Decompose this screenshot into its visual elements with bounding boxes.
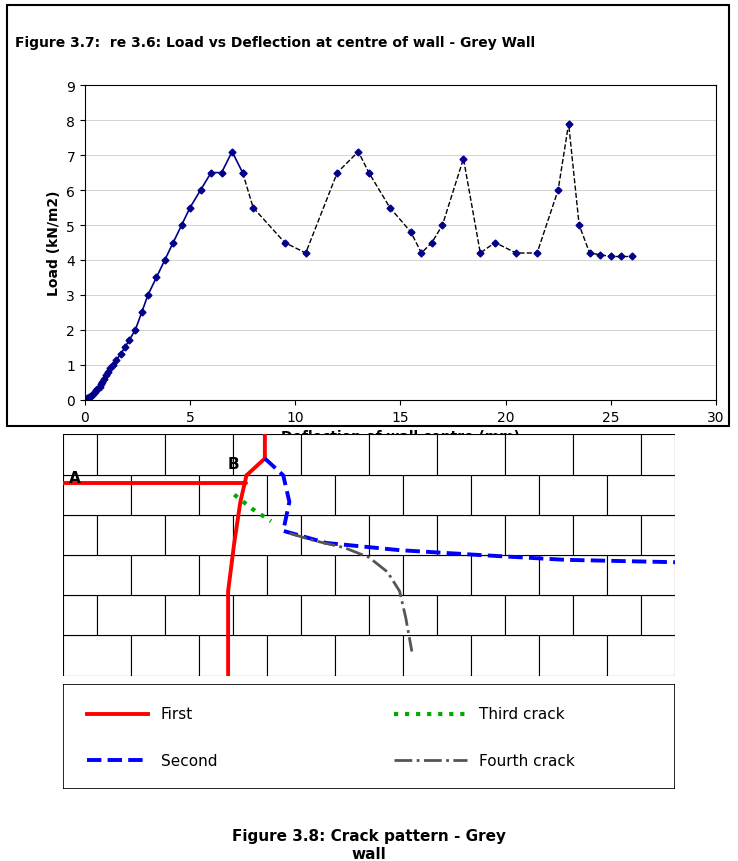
- Bar: [369, 515, 437, 555]
- Bar: [539, 635, 607, 676]
- Bar: [539, 475, 607, 515]
- Bar: [607, 475, 675, 515]
- Text: B: B: [228, 456, 240, 471]
- Bar: [607, 555, 675, 596]
- Bar: [63, 475, 131, 515]
- Y-axis label: Load (kN/m2): Load (kN/m2): [46, 190, 61, 296]
- Bar: [437, 596, 505, 635]
- Bar: [97, 515, 165, 555]
- Bar: [539, 555, 607, 596]
- Bar: [199, 635, 267, 676]
- Bar: [403, 475, 471, 515]
- Bar: [641, 435, 675, 475]
- Bar: [505, 435, 573, 475]
- Bar: [199, 555, 267, 596]
- Bar: [199, 475, 267, 515]
- Bar: [63, 555, 131, 596]
- Bar: [267, 555, 335, 596]
- Bar: [403, 555, 471, 596]
- Bar: [63, 515, 97, 555]
- Bar: [573, 435, 641, 475]
- Bar: [505, 596, 573, 635]
- Text: Second: Second: [161, 753, 217, 768]
- Bar: [301, 515, 369, 555]
- Bar: [97, 435, 165, 475]
- Text: Third crack: Third crack: [479, 706, 565, 722]
- Bar: [437, 435, 505, 475]
- Text: Fourth crack: Fourth crack: [479, 753, 575, 768]
- Bar: [505, 515, 573, 555]
- Bar: [301, 435, 369, 475]
- Bar: [233, 515, 301, 555]
- Bar: [63, 596, 97, 635]
- Bar: [165, 515, 233, 555]
- Bar: [267, 475, 335, 515]
- Bar: [471, 635, 539, 676]
- Text: Figure 3.7:  re 3.6: Load vs Deflection at centre of wall - Grey Wall: Figure 3.7: re 3.6: Load vs Deflection a…: [15, 36, 535, 50]
- Bar: [335, 475, 403, 515]
- Bar: [301, 596, 369, 635]
- Bar: [233, 435, 301, 475]
- Bar: [131, 635, 199, 676]
- Bar: [335, 635, 403, 676]
- Text: First: First: [161, 706, 193, 722]
- Bar: [131, 475, 199, 515]
- Bar: [471, 555, 539, 596]
- Bar: [573, 515, 641, 555]
- Bar: [63, 635, 131, 676]
- Bar: [369, 435, 437, 475]
- Bar: [97, 596, 165, 635]
- Bar: [471, 475, 539, 515]
- Bar: [63, 435, 97, 475]
- Bar: [437, 515, 505, 555]
- Bar: [165, 435, 233, 475]
- Bar: [607, 635, 675, 676]
- Bar: [369, 596, 437, 635]
- Text: A: A: [69, 471, 80, 486]
- Bar: [403, 635, 471, 676]
- Bar: [233, 596, 301, 635]
- Bar: [641, 596, 675, 635]
- Bar: [335, 555, 403, 596]
- Bar: [267, 635, 335, 676]
- Text: Figure 3.8: Crack pattern - Grey
wall: Figure 3.8: Crack pattern - Grey wall: [232, 828, 506, 861]
- Bar: [573, 596, 641, 635]
- Bar: [165, 596, 233, 635]
- Bar: [641, 515, 675, 555]
- Bar: [131, 555, 199, 596]
- X-axis label: Deflection of wall centre (mm): Deflection of wall centre (mm): [281, 430, 520, 443]
